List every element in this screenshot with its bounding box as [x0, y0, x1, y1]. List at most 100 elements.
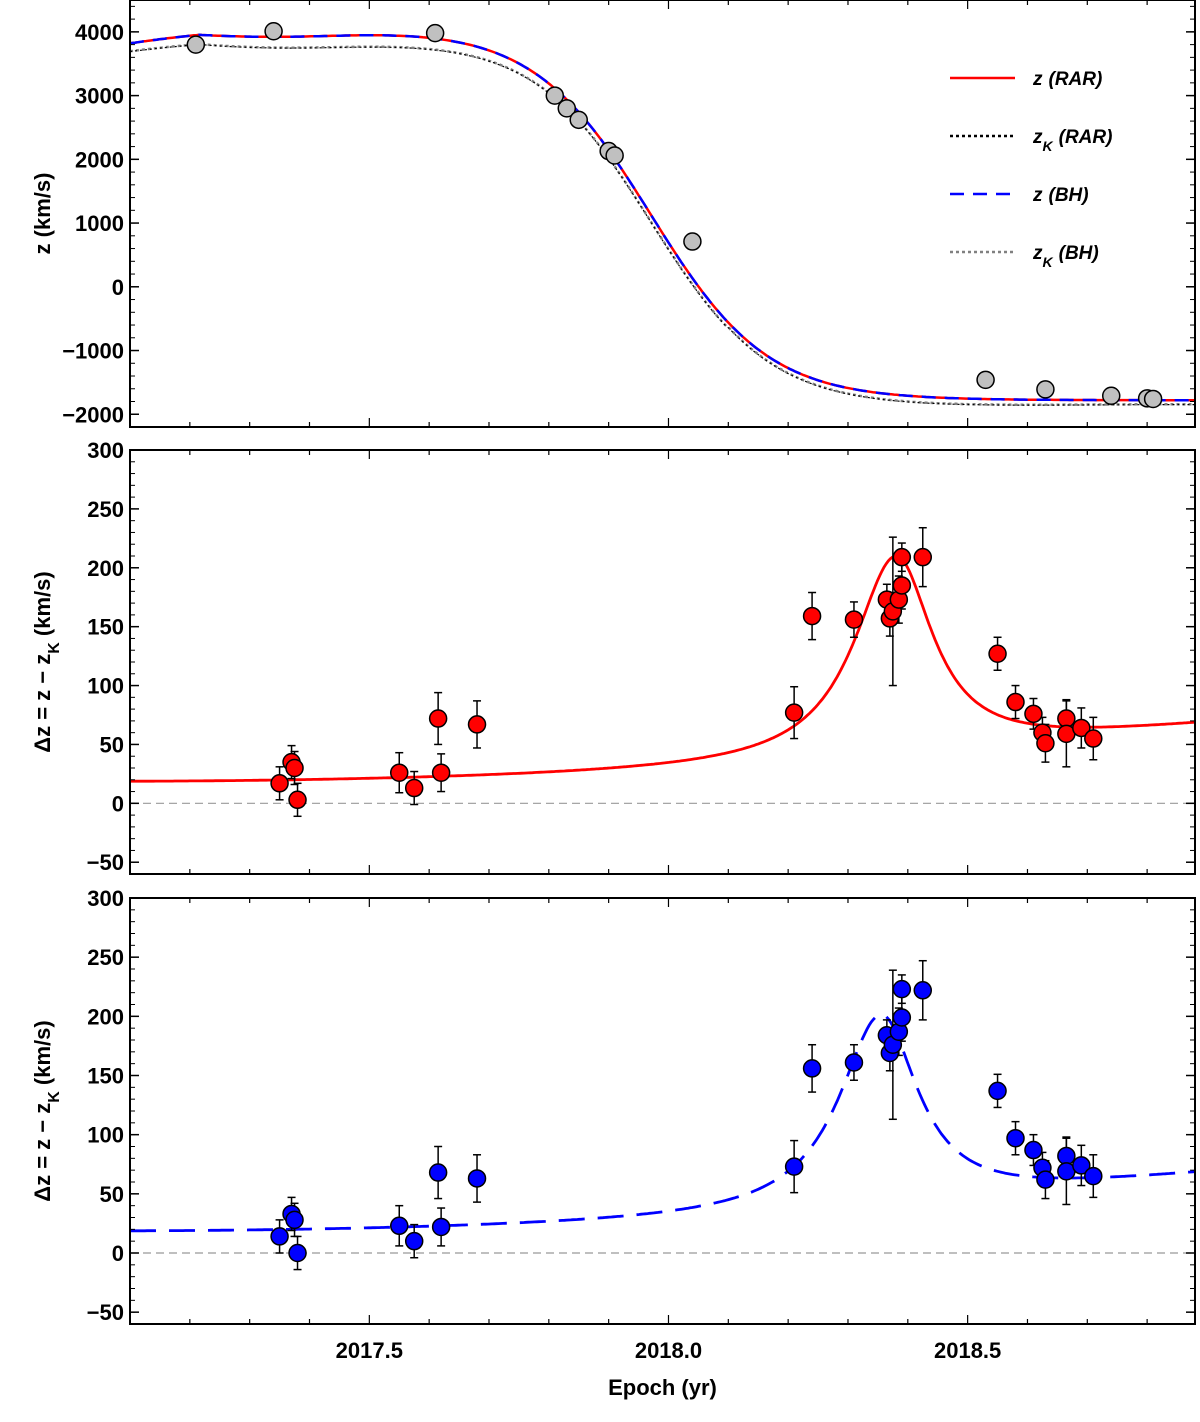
data-point: [428, 709, 448, 728]
data-point: [1006, 1128, 1025, 1148]
data-point-top: [425, 23, 445, 43]
data-point-top: [1143, 389, 1163, 409]
y-tick-label: 50: [100, 732, 124, 757]
curves-top: [130, 33, 1195, 406]
y-tick-label: 50: [100, 1182, 124, 1207]
data-point: [389, 763, 409, 782]
x-tick-label: 2018.0: [635, 1338, 702, 1363]
legend-model: (RAR): [1059, 127, 1113, 148]
y-tick-label: 3000: [75, 84, 124, 109]
y-tick-label: −50: [87, 1300, 124, 1325]
data-point: [1084, 1166, 1103, 1186]
x-axis-title: Epoch (yr): [608, 1375, 717, 1400]
data-point: [1084, 729, 1103, 748]
data-point: [404, 778, 424, 798]
curve-group: [130, 1013, 1195, 1233]
y-tick-label: 200: [87, 1004, 124, 1029]
y-tick-label: 2000: [75, 147, 124, 172]
bottom-frame: [129, 897, 1196, 1325]
data-point: [404, 1231, 424, 1251]
data-point: [988, 644, 1007, 664]
y-axis-title-top: z (km/s): [30, 173, 55, 255]
y-tick-label: 0: [112, 275, 124, 300]
data-point: [892, 547, 912, 567]
legend-label: z (RAR): [1032, 69, 1102, 90]
legend-label: zK (RAR): [1032, 127, 1112, 154]
panel-bottom-bh-residual: −50 0 50 100 150 200 250 300 Δz = z − zK (km/s) 2…: [30, 886, 1196, 1400]
data-point: [913, 547, 933, 567]
data-point: [988, 1081, 1007, 1101]
data-point: [285, 1210, 304, 1230]
data-point-top: [683, 232, 702, 251]
y-tick-label: 0: [112, 1241, 124, 1266]
legend-symbol: z: [1032, 185, 1043, 206]
zk-bh-curve: [130, 42, 1195, 406]
top-frame: [129, 0, 1196, 428]
data-point-top: [557, 99, 577, 118]
data-point-top: [264, 21, 283, 41]
legend-subscript: K: [1043, 138, 1054, 154]
data-point: [431, 763, 451, 782]
data-point: [288, 790, 307, 810]
y-tick-label: 100: [87, 1123, 124, 1148]
legend-subscript: K: [1043, 254, 1054, 270]
data-point: [1057, 1146, 1076, 1166]
legend-model: (BH): [1049, 185, 1089, 206]
y-tick-label: −1000: [62, 339, 124, 364]
axis-title-part: K: [46, 1091, 63, 1103]
y-tick-label: 250: [87, 497, 124, 522]
middle-frame: [129, 449, 1196, 875]
y-tick-label: 100: [87, 674, 124, 699]
data-point: [913, 981, 933, 1000]
data-point: [892, 979, 912, 999]
data-point: [389, 1216, 409, 1236]
legend-symbol: z: [1032, 127, 1043, 148]
data-point: [1006, 692, 1025, 712]
y-tick-label: 1000: [75, 211, 124, 236]
axis-title-part: K: [46, 642, 63, 654]
z-bh-curve: [130, 33, 1195, 402]
x-tick-label: 2018.5: [934, 1338, 1001, 1363]
model-curve-bh: [130, 1013, 1195, 1233]
data-point-top: [1101, 386, 1121, 406]
axis-title-part: Δz = z − z: [30, 654, 55, 753]
data-point-top: [1036, 380, 1055, 399]
model-curve-rar: [130, 554, 1195, 783]
data-point: [892, 576, 912, 595]
zk-rar-curve: [130, 43, 1195, 406]
legend-symbol: z: [1032, 243, 1043, 264]
y-tick-label: 250: [87, 945, 124, 970]
y-tick-label: −50: [87, 850, 124, 875]
data-point: [784, 703, 804, 722]
data-point: [270, 1227, 289, 1246]
legend-model: (BH): [1059, 243, 1099, 264]
data-point-top: [569, 110, 588, 130]
y-tick-label: −2000: [62, 402, 124, 427]
legend-label: zK (BH): [1032, 243, 1099, 270]
data-point: [428, 1163, 448, 1182]
y-tick-label: 4000: [75, 20, 124, 45]
y-axis-title-bottom: Δz = z − zK (km/s): [30, 1020, 63, 1201]
data-point: [431, 1217, 451, 1237]
legend-label: z (BH): [1032, 185, 1089, 206]
data-point: [288, 1243, 307, 1263]
legend-model: (RAR): [1049, 69, 1103, 90]
data-point: [802, 1059, 822, 1078]
y-tick-label: 150: [87, 1064, 124, 1089]
data-point: [784, 1157, 804, 1176]
data-point: [1036, 734, 1055, 753]
data-point-top: [186, 35, 206, 54]
y-tick-label: 300: [87, 886, 124, 911]
data-point: [1057, 709, 1076, 728]
axis-title-part: Δz = z − z: [30, 1103, 55, 1202]
data-point: [844, 610, 864, 629]
data-point: [1072, 1156, 1091, 1175]
axis-title-part: (km/s): [30, 571, 55, 642]
data-point: [1072, 718, 1091, 738]
legend-symbol: z: [1032, 69, 1043, 90]
data-point: [1024, 1140, 1043, 1160]
data-point: [285, 758, 304, 778]
data-point: [844, 1053, 864, 1072]
data-point: [467, 1169, 487, 1188]
data-point: [1024, 704, 1043, 724]
